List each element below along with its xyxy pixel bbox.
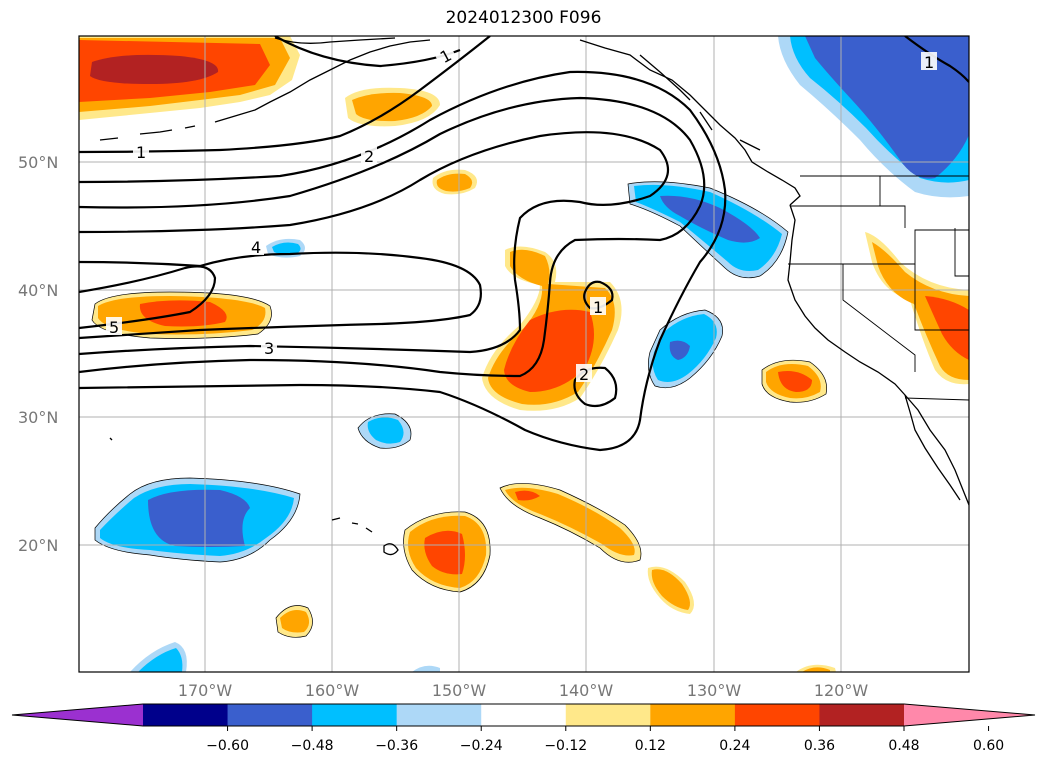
- lat-label: 20°N: [18, 536, 58, 555]
- lon-label: 120°W: [814, 681, 869, 700]
- contour-label: 2: [579, 365, 589, 384]
- contour-5: [79, 265, 217, 330]
- colorbar-tick-label: −0.24: [460, 738, 503, 754]
- contour-label: 1: [593, 298, 603, 317]
- colorbar-swatch: [565, 704, 651, 726]
- longitude-axis: 170°W 160°W 150°W 140°W 130°W 120°W: [178, 681, 869, 700]
- contour-label: 4: [251, 238, 261, 257]
- map-frame: [78, 35, 970, 673]
- contour-label: 3: [264, 339, 274, 358]
- lat-label: 50°N: [18, 153, 58, 172]
- lat-label: 40°N: [18, 281, 58, 300]
- map-content: 1 1 1 1 2 2 3 4 5: [79, 36, 969, 672]
- lon-label: 140°W: [559, 681, 614, 700]
- colorbar-swatch: [143, 704, 229, 726]
- contour-label: 2: [364, 147, 374, 166]
- colorbar-swatch: [819, 704, 905, 726]
- colorbar-tick-label: 0.12: [635, 738, 666, 754]
- lon-label: 130°W: [687, 681, 742, 700]
- colorbar-swatch: [396, 704, 482, 726]
- contour-label: 1: [924, 53, 934, 72]
- lon-label: 150°W: [432, 681, 487, 700]
- colorbar-low-extend: [12, 704, 143, 726]
- contour-label: 5: [109, 318, 119, 337]
- colorbar-tick-label: −0.60: [206, 738, 249, 754]
- colorbar-tick-label: 0.24: [719, 738, 750, 754]
- colorbar: −0.60 −0.48 −0.36 −0.24 −0.12 0.12 0.24 0.36 0.4…: [11, 703, 1036, 754]
- colorbar-swatch: [734, 704, 820, 726]
- colorbar-tick-label: −0.36: [375, 738, 418, 754]
- colorbar-tick-label: 0.48: [888, 738, 919, 754]
- coastlines: [99, 37, 969, 556]
- colorbar-swatch: [481, 704, 567, 726]
- borders: [788, 175, 969, 401]
- colorbar-tick-label: −0.48: [291, 738, 334, 754]
- colorbar-swatch: [312, 704, 398, 726]
- contour-1-loop: [583, 280, 614, 310]
- colorbar-tick-label: 0.60: [973, 738, 1004, 754]
- contour-1-north: [79, 36, 491, 154]
- contour-2-loop: [573, 366, 618, 408]
- lon-label: 170°W: [178, 681, 233, 700]
- contour-label-group: 1 1 1 1 2 2 3 4 5: [106, 42, 937, 384]
- contour-4: [79, 251, 482, 340]
- colorbar-swatch: [227, 704, 313, 726]
- colorbar-high-extend: [904, 704, 1035, 726]
- lat-label: 30°N: [18, 408, 58, 427]
- shading-outlines: [91, 181, 827, 638]
- latitude-axis: 50°N 40°N 30°N 20°N: [18, 153, 58, 555]
- contour-label: 1: [136, 143, 146, 162]
- graticule: [79, 36, 969, 672]
- lon-label: 160°W: [305, 681, 360, 700]
- colorbar-tick-label: 0.36: [804, 738, 835, 754]
- map-title: 2024012300 F096: [445, 8, 602, 28]
- contour-2: [79, 70, 727, 452]
- colorbar-swatch: [650, 704, 736, 726]
- colorbar-tick-label: −0.12: [544, 738, 587, 754]
- colorbar-outline: [11, 703, 1036, 727]
